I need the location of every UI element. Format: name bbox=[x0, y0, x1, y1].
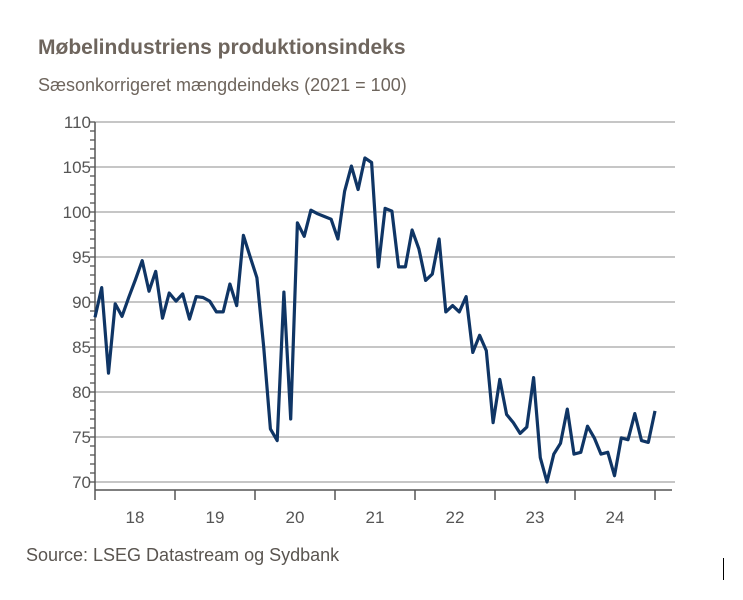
chart-subtitle: Sæsonkorrigeret mængdeindeks (2021 = 100… bbox=[38, 75, 407, 95]
source-note: Source: LSEG Datastream og Sydbank bbox=[26, 545, 340, 565]
y-tick-label: 95 bbox=[72, 248, 91, 267]
y-tick-label: 100 bbox=[63, 203, 91, 222]
y-tick-label: 110 bbox=[64, 113, 91, 132]
text-cursor bbox=[723, 558, 724, 580]
y-tick-label: 105 bbox=[63, 158, 91, 177]
x-tick-label: 24 bbox=[606, 508, 625, 527]
x-tick-label: 21 bbox=[366, 508, 385, 527]
y-tick-label: 75 bbox=[72, 428, 91, 447]
x-tick-label: 19 bbox=[206, 508, 225, 527]
y-tick-label: 70 bbox=[72, 473, 91, 492]
y-tick-label: 80 bbox=[72, 383, 91, 402]
x-tick-label: 23 bbox=[526, 508, 545, 527]
x-tick-label: 22 bbox=[446, 508, 465, 527]
y-tick-label: 90 bbox=[72, 293, 91, 312]
series-line bbox=[93, 156, 657, 484]
x-tick-label: 18 bbox=[126, 508, 145, 527]
x-tick-label: 20 bbox=[286, 508, 305, 527]
chart-title: Møbelindustriens produktionsindeks bbox=[38, 36, 406, 59]
y-tick-label: 85 bbox=[72, 338, 91, 357]
